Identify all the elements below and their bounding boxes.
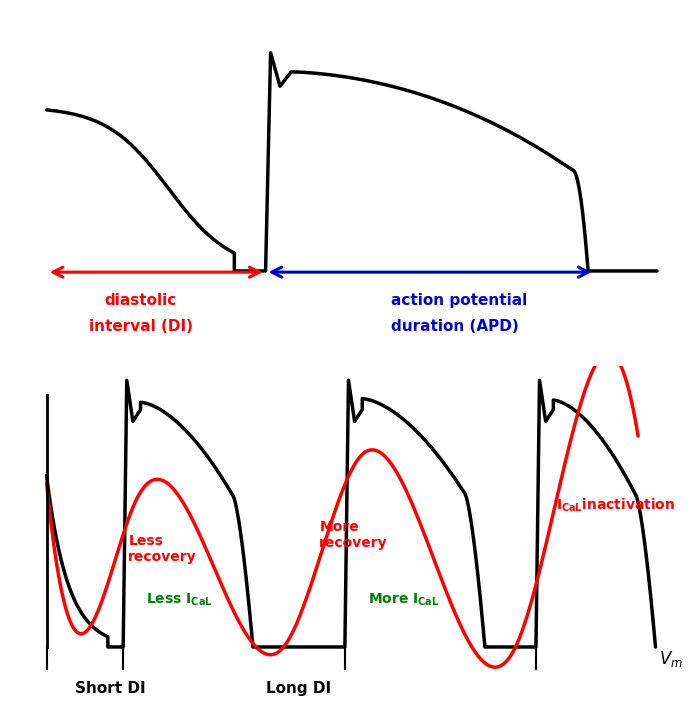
Text: Long DI: Long DI [267, 680, 332, 695]
Text: More
recovery: More recovery [319, 520, 388, 550]
Text: Short DI: Short DI [75, 680, 146, 695]
Text: interval (DI): interval (DI) [88, 319, 192, 334]
Text: $V_m$: $V_m$ [659, 649, 682, 669]
Text: More I$_{\mathregular{CaL}}$: More I$_{\mathregular{CaL}}$ [368, 592, 439, 608]
Text: I$_{\mathregular{CaL}}$inactivation: I$_{\mathregular{CaL}}$inactivation [556, 496, 676, 513]
Text: duration (APD): duration (APD) [391, 319, 519, 334]
Text: diastolic: diastolic [104, 293, 176, 308]
Text: Less I$_{\mathregular{CaL}}$: Less I$_{\mathregular{CaL}}$ [146, 592, 213, 608]
Text: action potential: action potential [391, 293, 527, 308]
Text: Less
recovery: Less recovery [128, 534, 197, 564]
